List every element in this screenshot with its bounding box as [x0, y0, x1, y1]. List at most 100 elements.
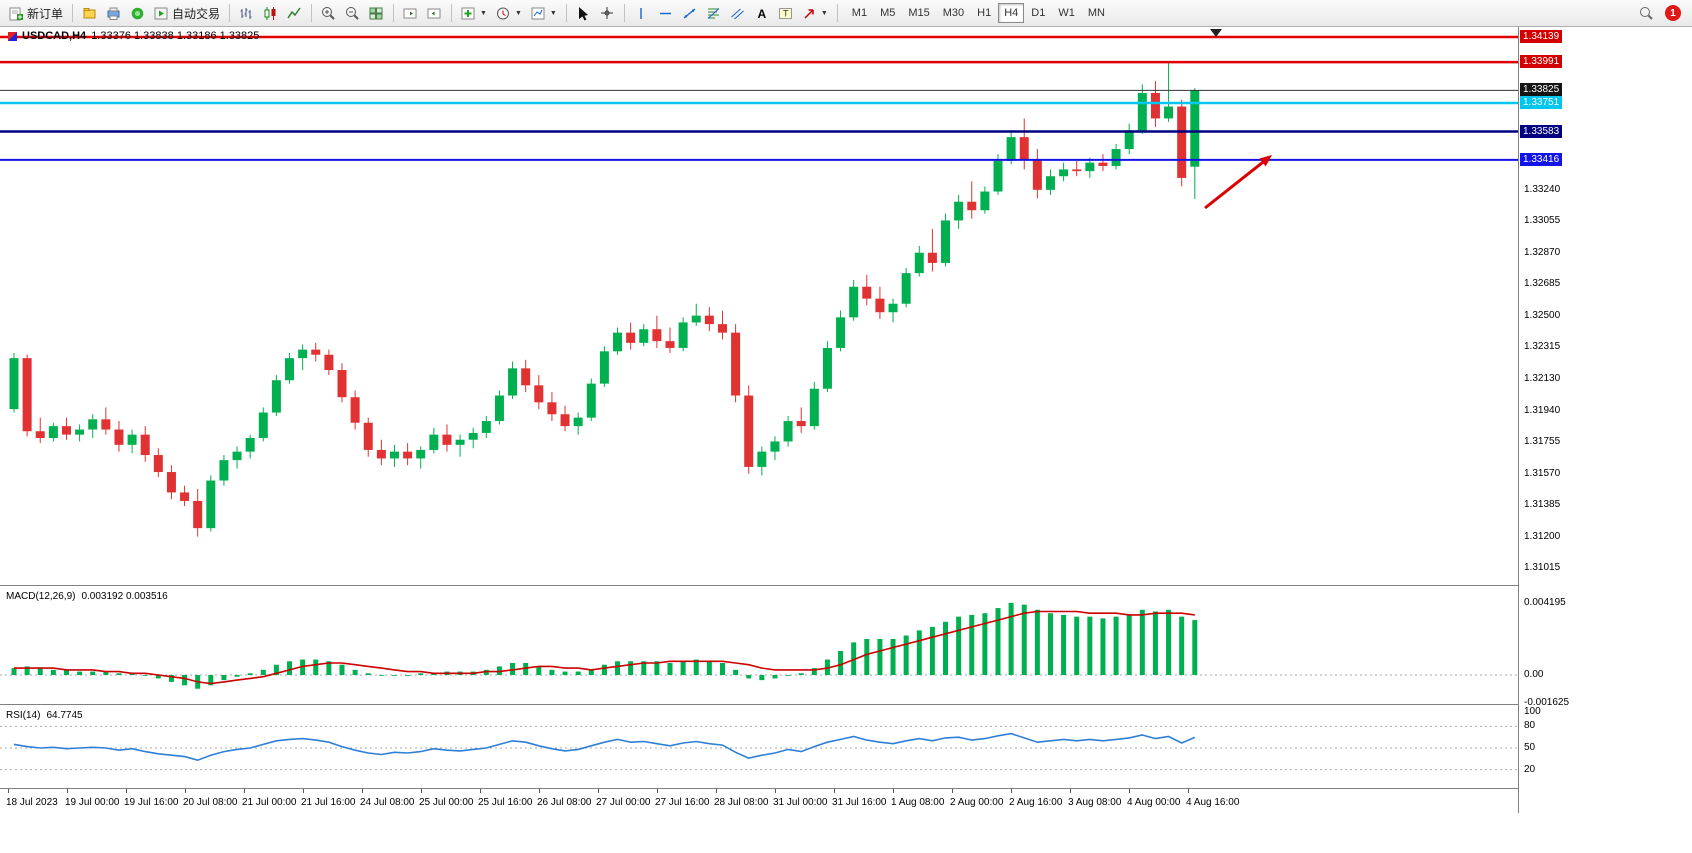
timeframe-M5[interactable]: M5 [880, 7, 896, 19]
timeframe-W1[interactable]: W1 [1058, 7, 1075, 19]
time-tick [67, 789, 68, 793]
candlestick-chart-button[interactable] [259, 2, 282, 24]
rsi-value: 64.7745 [46, 710, 83, 721]
price-chart-canvas[interactable] [0, 27, 1518, 585]
timeframe-H4[interactable]: H4 [998, 3, 1025, 23]
price-line-badge: 1.34139 [1520, 30, 1563, 43]
price-axis[interactable]: 1.33240 1.33055 1.32870 1.32685 1.32500 1.323… [1518, 27, 1580, 813]
macd-axis-label: 0.004195 [1524, 596, 1566, 608]
horizontal-line-button[interactable] [654, 2, 677, 24]
toolbar-separator [72, 4, 74, 22]
time-tick [303, 789, 304, 793]
macd-values: 0.003192 0.003516 [81, 591, 168, 602]
rsi-panel-canvas[interactable] [0, 708, 1518, 787]
time-label: 21 Jul 00:00 [242, 797, 297, 808]
price-grid-label: 1.31015 [1524, 562, 1561, 574]
cursor-button[interactable] [572, 2, 595, 24]
notification-badge[interactable]: 1 [1665, 5, 1681, 21]
vertical-line-button[interactable] [630, 2, 653, 24]
time-tick [421, 789, 422, 793]
tile-windows-button[interactable] [365, 2, 388, 24]
chart-shift-marker[interactable] [1210, 29, 1222, 37]
time-tick [1188, 789, 1189, 793]
metaeditor-button[interactable] [78, 2, 101, 24]
time-label: 31 Jul 16:00 [832, 797, 887, 808]
toolbar-separator [623, 4, 625, 22]
price-grid-label: 1.32685 [1524, 278, 1561, 290]
time-tick [834, 789, 835, 793]
bar-chart-button[interactable] [235, 2, 258, 24]
rsi-title: RSI(14) [6, 710, 41, 721]
indicators-button[interactable]: ▼ [457, 2, 491, 24]
zoom-in-button[interactable] [317, 2, 340, 24]
price-line-badge: 1.33416 [1520, 152, 1563, 166]
timeframe-group: M1 M5 M15 M30 H1 H4 D1 W1 MN [846, 3, 1111, 23]
zoom-out-button[interactable] [341, 2, 364, 24]
chart-shift-button[interactable] [423, 2, 446, 24]
price-grid-label: 1.31570 [1524, 467, 1561, 479]
panel-divider[interactable] [0, 585, 1580, 586]
time-label: 19 Jul 16:00 [124, 797, 179, 808]
timeframe-MN[interactable]: MN [1087, 7, 1105, 19]
auto-scroll-icon [403, 8, 417, 18]
panel-divider[interactable] [0, 704, 1580, 705]
templates-button[interactable]: ▼ [527, 2, 561, 24]
auto-scroll-button[interactable] [399, 2, 422, 24]
search-button[interactable] [1635, 2, 1658, 24]
print-button[interactable] [102, 2, 125, 24]
text-label-button[interactable]: T [774, 2, 797, 24]
macd-axis-label: 0.00 [1524, 669, 1544, 680]
crosshair-button[interactable] [596, 2, 619, 24]
line-chart-icon [287, 7, 301, 18]
macd-title: MACD(12,26,9) [6, 591, 76, 602]
time-tick [539, 789, 540, 793]
macd-header: MACD(12,26,9) 0.003192 0.003516 [6, 591, 168, 602]
text-button[interactable]: A [750, 2, 773, 24]
sound-button[interactable] [126, 2, 149, 24]
chart-ohlc-values: 1.33376 1.33838 1.33186 1.33825 [91, 30, 260, 42]
zoom-out-icon [346, 6, 359, 20]
timeframe-D1[interactable]: D1 [1031, 7, 1046, 19]
print-icon [107, 7, 120, 20]
time-axis[interactable]: 18 Jul 2023 19 Jul 00:00 19 Jul 16:00 20 Ju… [0, 788, 1518, 813]
annotation-arrow[interactable] [1204, 158, 1267, 210]
rsi-header: RSI(14) 64.7745 [6, 710, 83, 721]
clock-icon [496, 7, 509, 19]
fibonacci-button[interactable] [702, 2, 725, 24]
arrows-button[interactable]: ▼ [798, 2, 832, 24]
search-icon [1640, 6, 1653, 20]
line-chart-button[interactable] [283, 2, 306, 24]
channel-button[interactable] [726, 2, 749, 24]
template-icon [531, 7, 545, 19]
trendline-button[interactable] [678, 2, 701, 24]
timeframe-M15[interactable]: M15 [908, 7, 930, 19]
timeframe-M1[interactable]: M1 [851, 7, 868, 19]
time-label: 4 Aug 16:00 [1186, 797, 1240, 808]
fibonacci-icon [707, 7, 720, 19]
auto-trading-label: 自动交易 [172, 6, 221, 21]
horizontal-line-icon [659, 12, 671, 14]
timeframe-H1[interactable]: H1 [977, 7, 992, 19]
time-label: 25 Jul 16:00 [478, 797, 533, 808]
time-label: 26 Jul 08:00 [537, 797, 592, 808]
timeframe-M30[interactable]: M30 [942, 7, 965, 19]
candlestick-chart-icon [264, 6, 276, 20]
text-tool-glyph: A [757, 7, 766, 21]
rsi-axis-label: 20 [1524, 763, 1536, 775]
bar-chart-icon [240, 7, 252, 19]
cursor-arrow-icon [578, 6, 588, 20]
toolbar-separator [229, 4, 231, 22]
trendline-icon [683, 7, 696, 19]
new-order-button[interactable]: 新订单 [5, 2, 67, 24]
auto-trading-button[interactable]: 自动交易 [150, 2, 224, 24]
price-line-badge: 1.33825 [1520, 83, 1563, 97]
periods-button[interactable]: ▼ [492, 2, 526, 24]
time-tick [1129, 789, 1130, 793]
time-label: 27 Jul 00:00 [596, 797, 651, 808]
time-label: 28 Jul 08:00 [714, 797, 769, 808]
price-grid-label: 1.31755 [1524, 436, 1561, 448]
price-grid-label: 1.32315 [1524, 341, 1561, 353]
time-tick [598, 789, 599, 793]
macd-panel-canvas[interactable] [0, 589, 1518, 703]
